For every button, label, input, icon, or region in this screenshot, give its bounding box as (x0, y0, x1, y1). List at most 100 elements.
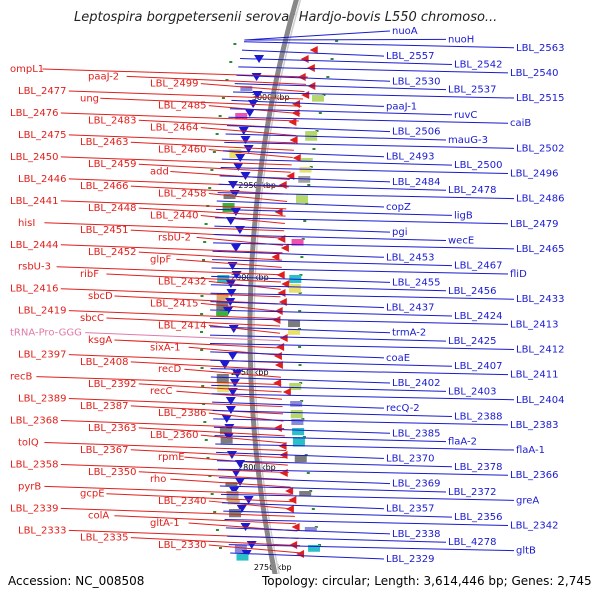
gene-label-right[interactable]: LBL_2502 (516, 143, 564, 154)
gene-label-right[interactable]: paaJ-1 (386, 101, 417, 112)
gene-label-right[interactable]: LBL_2500 (454, 160, 502, 171)
gene-label-left[interactable]: LBL_2458 (158, 188, 206, 199)
gene-label-right[interactable]: LBL_2455 (392, 277, 440, 288)
gene-label-left[interactable]: LBL_2335 (80, 533, 128, 544)
gene-label-left[interactable]: ompL1 (10, 64, 44, 75)
gene-label-left[interactable]: LBL_2330 (158, 540, 206, 551)
gene-label-left[interactable]: LBL_2483 (88, 115, 136, 126)
gene-label-left[interactable]: LBL_2477 (18, 86, 66, 97)
gene-label-right[interactable]: LBL_2369 (392, 479, 440, 490)
gene-label-right[interactable]: pgi (392, 227, 407, 238)
gene-label-left[interactable]: LBL_2475 (18, 130, 66, 141)
gene-label-left[interactable]: sbcD (88, 291, 113, 302)
gene-label-right[interactable]: LBL_2479 (510, 219, 558, 230)
gene-label-right[interactable]: wecE (448, 236, 474, 247)
gene-label-right[interactable]: LBL_2402 (392, 378, 440, 389)
gene-label-left[interactable]: LBL_2463 (80, 137, 128, 148)
gene-label-left[interactable]: sbcC (80, 313, 104, 324)
gene-label-right[interactable]: LBL_2515 (516, 93, 564, 104)
gene-label-right[interactable]: trmA-2 (392, 328, 426, 339)
gene-label-right[interactable]: ruvC (454, 110, 477, 121)
gene-label-left[interactable]: LBL_2358 (10, 459, 58, 470)
gene-label-right[interactable]: recQ-2 (386, 403, 420, 414)
gene-label-left[interactable]: recC (150, 386, 173, 397)
gene-label-right[interactable]: LBL_2372 (448, 487, 496, 498)
gene-label-right[interactable]: LBL_2465 (516, 244, 564, 255)
gene-label-right[interactable]: LBL_2385 (392, 428, 440, 439)
gene-label-left[interactable]: LBL_2363 (88, 423, 136, 434)
gene-label-left[interactable]: LBL_2389 (18, 394, 66, 405)
gene-label-right[interactable]: LBL_2412 (516, 344, 564, 355)
gene-label-right[interactable]: gltB (516, 546, 536, 557)
gene-label-left[interactable]: LBL_2441 (10, 196, 58, 207)
gene-label-right[interactable]: LBL_2407 (454, 361, 502, 372)
gene-label-right[interactable]: LBL_2530 (392, 76, 440, 87)
gene-label-left[interactable]: LBL_2446 (18, 174, 66, 185)
gene-label-left[interactable]: rho (150, 474, 166, 485)
gene-label-right[interactable]: LBL_2557 (386, 51, 434, 62)
gene-label-left[interactable]: ung (80, 93, 99, 104)
gene-label-left[interactable]: LBL_2459 (88, 159, 136, 170)
gene-label-right[interactable]: LBL_2403 (448, 386, 496, 397)
gene-label-left[interactable]: LBL_2367 (80, 445, 128, 456)
gene-label-right[interactable]: LBL_2453 (386, 252, 434, 263)
gene-label-right[interactable]: LBL_4278 (448, 537, 496, 548)
gene-label-right[interactable]: copZ (386, 202, 411, 213)
gene-label-left[interactable]: glpF (150, 254, 171, 265)
gene-label-left[interactable]: rsbU-2 (158, 232, 191, 243)
gene-label-right[interactable]: LBL_2338 (392, 529, 440, 540)
gene-label-left[interactable]: LBL_2499 (150, 79, 198, 90)
gene-label-right[interactable]: fliD (510, 269, 527, 280)
gene-label-right[interactable]: LBL_2404 (516, 395, 564, 406)
gene-label-right[interactable]: LBL_2433 (516, 294, 564, 305)
gene-label-right[interactable]: greA (516, 495, 539, 506)
gene-label-right[interactable]: LBL_2329 (386, 554, 434, 565)
gene-label-left[interactable]: LBL_2464 (150, 123, 198, 134)
gene-label-left[interactable]: gcpE (80, 489, 105, 500)
gene-label-right[interactable]: LBL_2537 (448, 85, 496, 96)
gene-label-right[interactable]: ligB (454, 210, 473, 221)
gene-label-left[interactable]: LBL_2419 (18, 306, 66, 317)
gene-label-right[interactable]: LBL_2540 (510, 68, 558, 79)
gene-label-right[interactable]: LBL_2425 (448, 336, 496, 347)
gene-label-right[interactable]: caiB (510, 118, 531, 129)
gene-label-left[interactable]: LBL_2450 (10, 152, 58, 163)
gene-label-left[interactable]: LBL_2476 (10, 108, 58, 119)
gene-label-left[interactable]: LBL_2408 (80, 357, 128, 368)
gene-label-left[interactable]: ksgA (88, 335, 112, 346)
gene-label-left[interactable]: LBL_2387 (80, 401, 128, 412)
gene-label-right[interactable]: LBL_2413 (510, 319, 558, 330)
gene-label-right[interactable]: LBL_2370 (386, 453, 434, 464)
gene-label-left[interactable]: recD (158, 364, 182, 375)
gene-label-left[interactable]: LBL_2397 (18, 350, 66, 361)
gene-label-right[interactable]: LBL_2342 (510, 520, 558, 531)
gene-label-left[interactable]: LBL_2414 (158, 320, 206, 331)
gene-label-right[interactable]: LBL_2424 (454, 311, 502, 322)
gene-label-left[interactable]: colA (88, 511, 109, 522)
gene-label-left[interactable]: pyrB (18, 481, 41, 492)
gene-label-left[interactable]: LBL_2350 (88, 467, 136, 478)
gene-label-left[interactable]: sixA-1 (150, 342, 181, 353)
gene-label-right[interactable]: LBL_2357 (386, 504, 434, 515)
gene-label-left[interactable]: recB (10, 372, 33, 383)
gene-label-left[interactable]: LBL_2432 (158, 276, 206, 287)
gene-label-left[interactable]: LBL_2339 (10, 503, 58, 514)
gene-label-left[interactable]: paaJ-2 (88, 71, 119, 82)
gene-label-left[interactable]: LBL_2340 (158, 496, 206, 507)
gene-label-left[interactable]: LBL_2392 (88, 379, 136, 390)
gene-label-left[interactable]: hisI (18, 218, 35, 229)
gene-label-left[interactable]: LBL_2360 (150, 430, 198, 441)
gene-label-left[interactable]: LBL_2444 (10, 240, 58, 251)
gene-label-right[interactable]: LBL_2542 (454, 60, 502, 71)
gene-label-right[interactable]: LBL_2388 (454, 412, 502, 423)
gene-label-left[interactable]: rpmE (158, 452, 185, 463)
gene-label-right[interactable]: nuoH (448, 34, 474, 45)
gene-label-right[interactable]: flaA-1 (516, 445, 545, 456)
gene-label-left[interactable]: tolQ (18, 437, 39, 448)
gene-label-left[interactable]: rsbU-3 (18, 262, 51, 273)
gene-label-left[interactable]: LBL_2466 (80, 181, 128, 192)
gene-label-left[interactable]: add (150, 167, 169, 178)
gene-label-right[interactable]: mauG-3 (448, 135, 488, 146)
gene-label-right[interactable]: LBL_2456 (448, 286, 496, 297)
